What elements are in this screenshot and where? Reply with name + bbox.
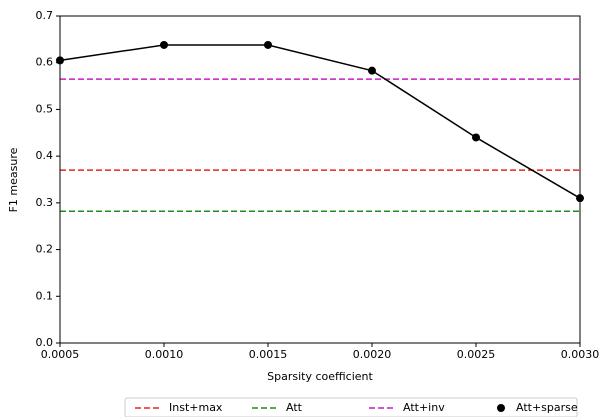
point (472, 133, 480, 142)
x-tick-label: 0.0015 (249, 348, 288, 361)
y-tick-label: 0.7 (36, 9, 54, 22)
legend-label: Inst+max (169, 401, 223, 414)
series-line (59, 44, 581, 199)
y-tick-label: 0.1 (36, 289, 54, 302)
y-tick-label: 0.3 (36, 196, 54, 209)
legend-box (124, 397, 578, 417)
legend-label: Att (286, 401, 303, 414)
y-tick-label: 0.4 (36, 149, 54, 162)
x-tick-label: 0.0025 (457, 348, 496, 361)
x-tick-label: 0.0010 (145, 348, 184, 361)
y-axis-label: F1 measure (7, 147, 20, 212)
point (160, 40, 168, 49)
legend-label: Att+inv (403, 401, 445, 414)
y-tick-label: 0.0 (36, 336, 54, 349)
legend-label: Att+sparse (516, 401, 578, 414)
x-tick-label: 0.0005 (41, 348, 80, 361)
y-tick-label: 0.6 (36, 56, 54, 69)
x-tick-label: 0.0020 (353, 348, 392, 361)
y-tick-label: 0.2 (36, 243, 54, 256)
point (264, 40, 272, 49)
y-tick-label: 0.5 (36, 102, 54, 115)
x-tick-label: 0.0030 (561, 348, 600, 361)
legend-swatch (497, 404, 505, 412)
x-axis-label: Sparsity coefficient (267, 370, 373, 383)
point (368, 66, 376, 75)
plot-frame (59, 15, 581, 344)
